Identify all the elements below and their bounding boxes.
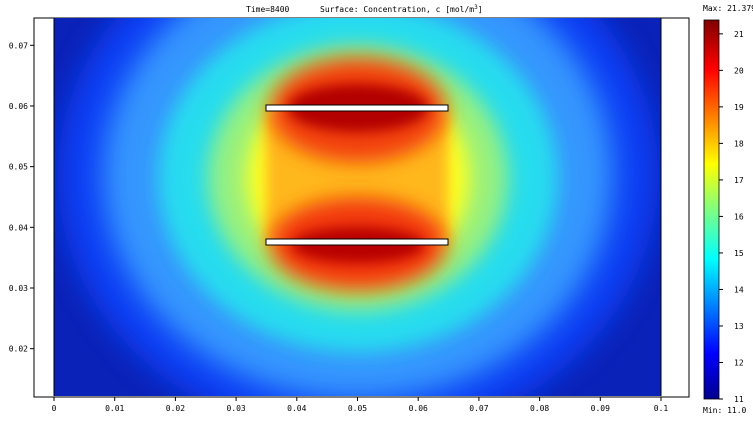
x-tick-label: 0.04: [287, 404, 306, 413]
colorbar-tick-label: 19: [734, 103, 744, 112]
title-surface-sup: 3: [474, 4, 478, 11]
colorbar-tick-label: 15: [734, 249, 744, 258]
x-tick-label: 0.03: [226, 404, 245, 413]
x-tick-label: 0.02: [166, 404, 185, 413]
colorbar-tick-label: 12: [734, 358, 744, 367]
colorbar-ticks: 11 12 13 14 15 16 17 18 19 20 21: [719, 30, 744, 404]
title-surface: Surface: Concentration, c [mol/m3]: [320, 4, 483, 14]
colorbar-tick-label: 18: [734, 139, 744, 148]
colorbar: [703, 19, 720, 400]
heatmap: [54, 18, 661, 396]
colorbar-tick-label: 13: [734, 322, 744, 331]
y-tick-label: 0.07: [9, 41, 28, 50]
colorbar-tick-label: 21: [734, 30, 744, 39]
x-tick-label: 0.01: [105, 404, 124, 413]
y-tick-label: 0.02: [9, 345, 28, 354]
colorbar-tick-label: 17: [734, 176, 744, 185]
colorbar-tick-label: 20: [734, 66, 744, 75]
colorbar-tick-label: 11: [734, 395, 744, 404]
x-tick-label: 0.08: [530, 404, 549, 413]
x-tick-label: 0.1: [654, 404, 669, 413]
x-tick-label: 0.06: [409, 404, 428, 413]
title-surface-main: Surface: Concentration, c [mol/m: [320, 5, 474, 14]
y-tick-label: 0.03: [9, 284, 28, 293]
title-surface-end: ]: [478, 5, 483, 14]
y-tick-label: 0.05: [9, 163, 28, 172]
colorbar-min-label: Min: 11.0: [703, 406, 747, 415]
x-axis: 0 0.01 0.02 0.03 0.04 0.05 0.06 0.07 0.08 0.09 0.1: [52, 397, 669, 413]
x-tick-label: 0.09: [591, 404, 610, 413]
x-tick-label: 0.05: [348, 404, 367, 413]
title-time: Time=8400: [246, 5, 290, 14]
y-tick-label: 0.04: [9, 223, 28, 232]
colorbar-max-label: Max: 21.379: [703, 4, 753, 13]
colorbar-tick-label: 16: [734, 212, 744, 221]
upper-plate: [265, 104, 449, 112]
x-tick-label: 0: [52, 404, 57, 413]
x-tick-label: 0.07: [469, 404, 488, 413]
y-axis: 0.02 0.03 0.04 0.05 0.06 0.07: [9, 41, 34, 354]
lower-plate: [265, 238, 449, 246]
y-tick-label: 0.06: [9, 102, 28, 111]
colorbar-tick-label: 14: [734, 285, 744, 294]
